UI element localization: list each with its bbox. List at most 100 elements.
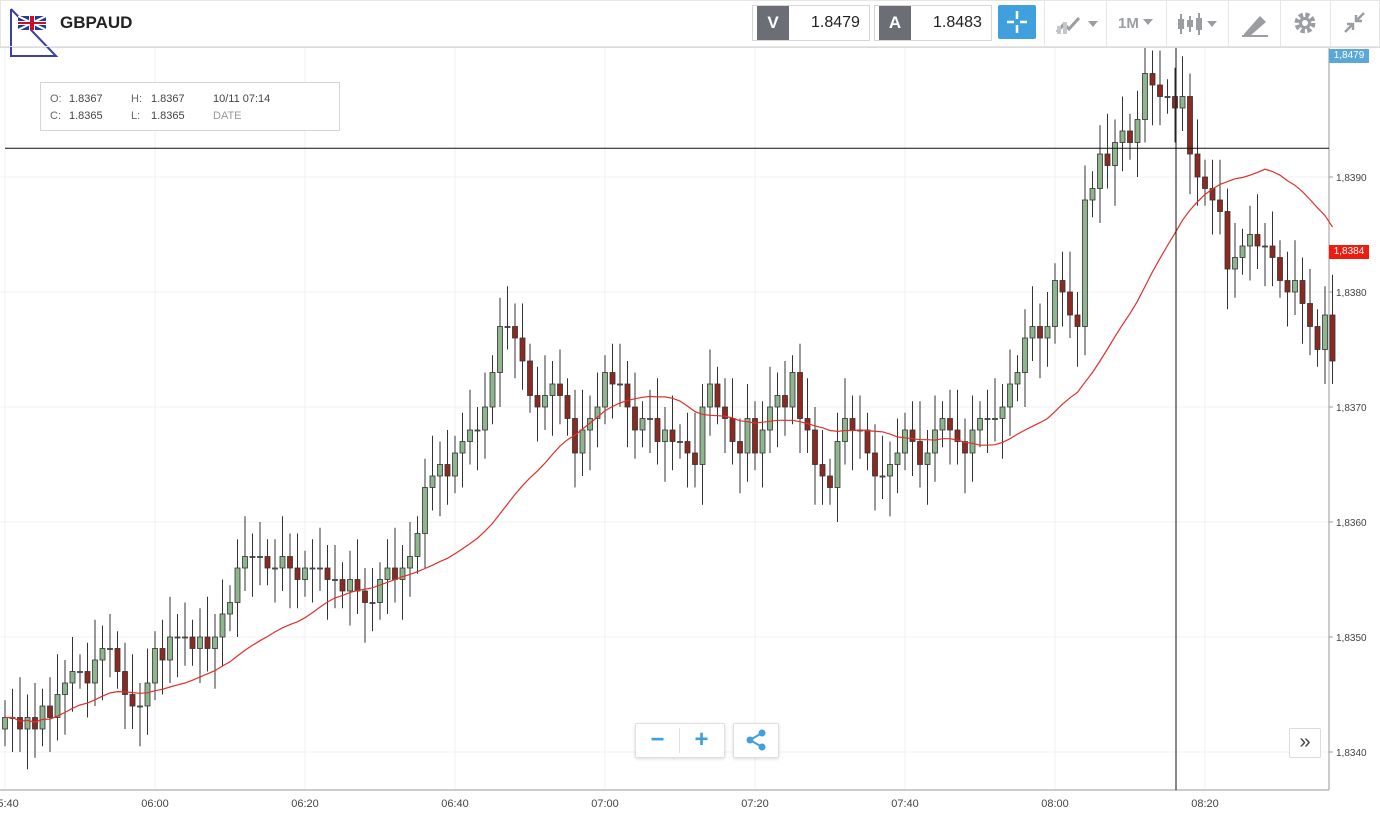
candle-body [1142, 73, 1148, 120]
candle-body [977, 418, 983, 431]
y-tick-label: 1,8390 [1336, 173, 1367, 184]
candle-body [1314, 326, 1321, 350]
candle-body [1164, 96, 1171, 98]
separator [1166, 0, 1167, 47]
candle-body [422, 487, 428, 534]
candle-body [602, 372, 608, 408]
uk-flag-icon [18, 16, 46, 30]
candle-body [369, 602, 376, 604]
candle-body [384, 567, 391, 580]
candle-body [1262, 245, 1268, 248]
candle-body [1179, 96, 1186, 109]
candle-body [729, 418, 736, 442]
current-price-tag: 1,8479 [1329, 49, 1369, 63]
candle-body [632, 406, 638, 431]
candle-body [1299, 280, 1306, 304]
candle-body [227, 602, 233, 615]
candle-body [594, 406, 601, 419]
candle-body [497, 326, 503, 373]
candle-body [1029, 326, 1036, 339]
candle-body [1067, 291, 1073, 316]
open-label: O: [50, 93, 62, 105]
candle-body [17, 717, 23, 730]
candle-body [332, 579, 338, 581]
x-tick-label: 08:00 [1041, 798, 1069, 810]
candle-body [107, 648, 113, 650]
chart-type-icon[interactable] [1054, 10, 1098, 38]
ohlc-info-box: O: 1.8367 H: 1.8367 10/11 07:14 C: 1.836… [40, 82, 340, 131]
zoom-out-button[interactable]: − [650, 726, 665, 753]
candle-body [467, 429, 473, 442]
candle-body [257, 556, 263, 558]
x-tick-label: 05:40 [0, 798, 19, 810]
candle-body [1074, 314, 1081, 327]
share-button[interactable] [733, 723, 779, 758]
high-value: 1.8367 [151, 93, 185, 105]
candle-body [407, 556, 413, 569]
y-tick-label: 1,8340 [1336, 748, 1367, 759]
candle-body [984, 418, 991, 420]
candle-body [1247, 234, 1253, 247]
candle-body [264, 556, 271, 569]
candle-body [579, 429, 586, 454]
candle-body [774, 395, 781, 408]
candle-body [32, 717, 38, 730]
toolbar: GBPAUD V 1.8479 A 1.8483 1M [0, 0, 1380, 57]
candle-body [767, 406, 773, 431]
candle-body [392, 567, 398, 580]
bid-letter: V [757, 6, 789, 40]
candle-body [782, 395, 788, 408]
candle-body [909, 429, 916, 442]
candle-body [1187, 96, 1193, 155]
candle-body [849, 418, 856, 431]
candle-body [249, 556, 256, 558]
separator [1228, 0, 1229, 47]
candle-body [159, 648, 166, 661]
candle-body [1127, 130, 1133, 143]
candle-body [939, 418, 946, 431]
candle-body [474, 429, 481, 432]
candle-body [1082, 199, 1088, 327]
candle-body [444, 464, 451, 477]
candle-body [1037, 326, 1043, 339]
high-label: H: [131, 93, 142, 105]
x-tick-label: 06:20 [291, 798, 319, 810]
candle-body [1322, 314, 1328, 350]
candle-body [1119, 130, 1126, 143]
candle-body [1097, 153, 1103, 189]
candle-body [459, 441, 466, 454]
candle-body [797, 372, 803, 419]
separator [679, 728, 680, 753]
timeframe-selector[interactable]: 1M [1118, 15, 1139, 32]
candle-body [219, 613, 226, 638]
candle-body [587, 418, 593, 431]
candle-body [639, 418, 646, 431]
date-label: DATE [213, 110, 242, 122]
candle-body [489, 372, 496, 408]
bid-box[interactable]: V 1.8479 [752, 5, 870, 41]
candle-body [1194, 153, 1201, 178]
candle-body [92, 659, 98, 684]
candle-body [827, 475, 833, 488]
drawing-icon[interactable] [1240, 10, 1270, 38]
candle-body [204, 636, 211, 649]
candle-body [894, 452, 901, 465]
candle-body [437, 464, 443, 477]
crosshair-button[interactable] [998, 5, 1036, 39]
candle-body [534, 395, 541, 408]
gear-icon[interactable] [1292, 10, 1320, 38]
candle-body [609, 372, 616, 385]
collapse-icon[interactable] [1342, 10, 1370, 38]
ask-box[interactable]: A 1.8483 [874, 5, 992, 41]
candlestick-icon[interactable] [1176, 10, 1220, 38]
symbol-title[interactable]: GBPAUD [60, 13, 133, 32]
candle-body [62, 682, 68, 695]
candle-body [302, 567, 308, 580]
price-chart[interactable]: 1,8340 1,8350 1,8360 1,8370 1,8380 1,8390 05:4… [0, 48, 1380, 821]
zoom-in-button[interactable]: + [694, 726, 709, 753]
candle-body [1007, 383, 1013, 408]
candle-body [1157, 84, 1163, 97]
candle-body [1044, 326, 1051, 339]
close-value: 1.8365 [69, 110, 103, 122]
scroll-to-latest-button[interactable]: » [1289, 728, 1321, 758]
